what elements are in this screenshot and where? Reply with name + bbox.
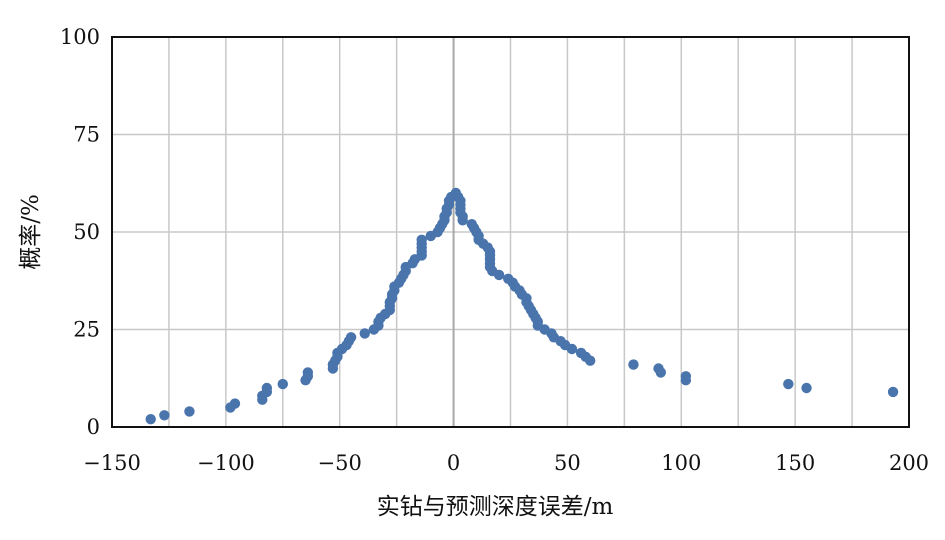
y-tick-label: 75 [73,123,100,147]
data-point [184,406,195,417]
data-point [229,398,241,409]
y-tick-label: 50 [73,220,100,244]
plot-frame [111,36,910,428]
x-tick-label: 50 [554,451,581,475]
data-points [145,187,899,425]
data-point [145,414,156,425]
data-point [493,269,505,281]
y-tick-labels: 0 25 50 75 100 [60,25,100,439]
x-tick-label: −100 [197,451,255,475]
data-point [359,328,370,339]
data-point [302,367,314,378]
x-tick-label: 0 [447,451,460,475]
data-point [457,215,468,226]
x-tick-label: 100 [661,451,701,475]
y-tick-label: 25 [73,318,100,342]
x-tick-label: 200 [889,451,929,475]
y-tick-label: 0 [87,415,100,439]
data-point [261,382,273,394]
data-point [416,234,427,245]
x-tick-label: 150 [775,451,815,475]
data-point [783,378,794,390]
x-tick-labels: −150 −100 −50 0 50 100 150 200 [83,451,929,475]
grid-lines [111,36,910,428]
x-tick-label: −150 [83,451,141,475]
data-point [566,343,578,355]
data-point [680,375,692,386]
y-axis-label: 概率/% [18,194,44,270]
x-tick-label: −50 [318,451,362,475]
data-point [585,355,596,366]
data-point [801,382,812,394]
x-axis-label: 实钻与预测深度误差/m [377,494,614,520]
data-point [159,410,170,421]
data-point [887,386,899,398]
data-point [655,367,666,378]
data-point [277,378,288,390]
y-tick-label: 100 [60,25,100,49]
data-point [628,359,639,370]
data-point [345,332,357,343]
